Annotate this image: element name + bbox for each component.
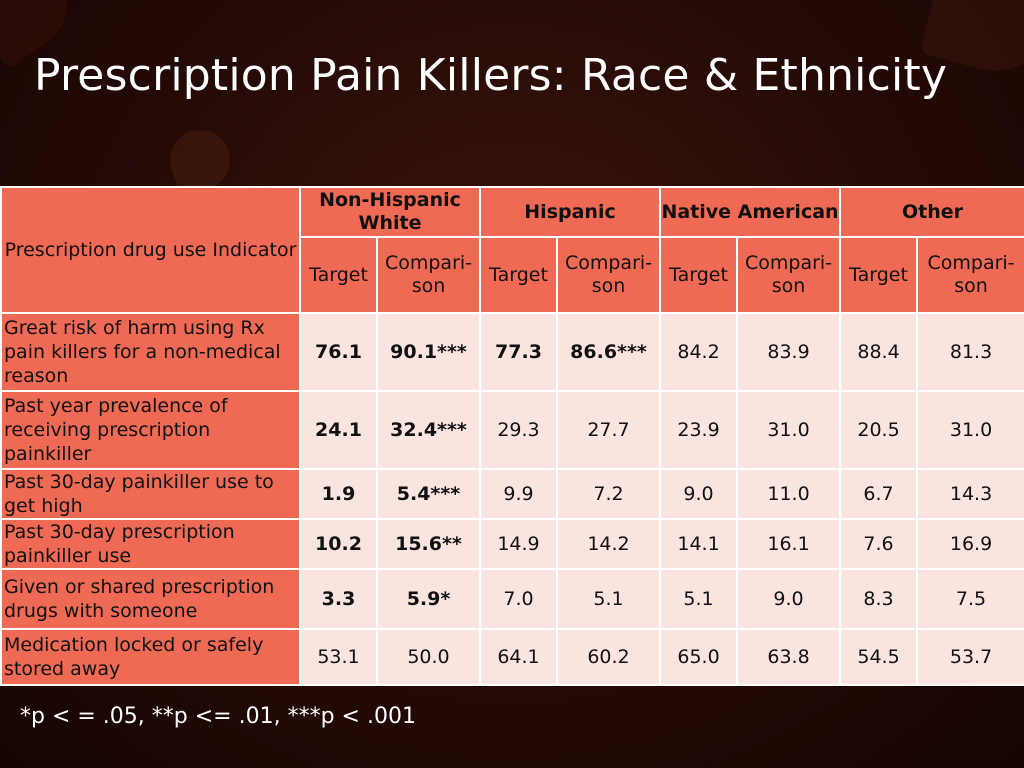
data-cell: 10.2 xyxy=(299,518,378,570)
data-cell: 15.6** xyxy=(376,518,481,570)
subheader-comparison: Compari-son xyxy=(916,236,1024,314)
data-cell: 14.2 xyxy=(555,518,662,570)
data-cell: 9.9 xyxy=(479,468,558,520)
data-cell: 9.0 xyxy=(736,568,842,630)
indicator-column-header: Prescription drug use Indicator xyxy=(0,186,301,314)
indicator-label: Past 30-day prescription painkiller use xyxy=(0,518,301,570)
data-cell: 54.5 xyxy=(839,628,919,686)
subheader-target: Target xyxy=(479,236,558,314)
table-body: Great risk of harm using Rx pain killers… xyxy=(0,312,1024,686)
indicator-label: Great risk of harm using Rx pain killers… xyxy=(0,312,301,392)
data-cell: 1.9 xyxy=(299,468,378,520)
data-cell: 5.1 xyxy=(555,568,662,630)
data-cell: 14.1 xyxy=(659,518,739,570)
data-table: Prescription drug use Indicator Non-Hisp… xyxy=(0,186,1024,686)
table-row: Past year prevalence of receiving prescr… xyxy=(0,390,1024,470)
data-cell: 83.9 xyxy=(736,312,842,392)
subheader-target: Target xyxy=(659,236,739,314)
data-cell: 86.6*** xyxy=(555,312,662,392)
data-cell: 3.3 xyxy=(299,568,378,630)
data-cell: 63.8 xyxy=(736,628,842,686)
data-cell: 77.3 xyxy=(479,312,558,392)
data-cell: 29.3 xyxy=(479,390,558,470)
data-cell: 84.2 xyxy=(659,312,739,392)
data-cell: 9.0 xyxy=(659,468,739,520)
data-cell: 53.7 xyxy=(916,628,1024,686)
data-cell: 5.4*** xyxy=(376,468,481,520)
data-cell: 20.5 xyxy=(839,390,919,470)
subheader-comparison: Compari-son xyxy=(736,236,842,314)
data-cell: 14.3 xyxy=(916,468,1024,520)
group-header-native-american: Native American xyxy=(659,186,842,238)
data-cell: 31.0 xyxy=(916,390,1024,470)
data-cell: 8.3 xyxy=(839,568,919,630)
data-cell: 27.7 xyxy=(555,390,662,470)
data-cell: 53.1 xyxy=(299,628,378,686)
data-cell: 24.1 xyxy=(299,390,378,470)
data-cell: 64.1 xyxy=(479,628,558,686)
subheader-comparison: Compari-son xyxy=(376,236,481,314)
table-row: Medication locked or safely stored away … xyxy=(0,628,1024,686)
data-cell: 90.1*** xyxy=(376,312,481,392)
slide-title: Prescription Pain Killers: Race & Ethnic… xyxy=(34,50,948,101)
data-cell: 7.5 xyxy=(916,568,1024,630)
group-header-other: Other xyxy=(839,186,1024,238)
data-cell: 7.6 xyxy=(839,518,919,570)
data-cell: 60.2 xyxy=(555,628,662,686)
data-cell: 5.9* xyxy=(376,568,481,630)
data-cell: 6.7 xyxy=(839,468,919,520)
data-cell: 50.0 xyxy=(376,628,481,686)
data-cell: 5.1 xyxy=(659,568,739,630)
data-cell: 23.9 xyxy=(659,390,739,470)
indicator-label: Medication locked or safely stored away xyxy=(0,628,301,686)
table-row: Given or shared prescription drugs with … xyxy=(0,568,1024,630)
subheader-target: Target xyxy=(299,236,378,314)
data-cell: 88.4 xyxy=(839,312,919,392)
data-cell: 16.9 xyxy=(916,518,1024,570)
group-header-non-hispanic-white: Non-Hispanic White xyxy=(299,186,481,238)
significance-footnote: *p < = .05, **p <= .01, ***p < .001 xyxy=(20,704,416,729)
data-cell: 14.9 xyxy=(479,518,558,570)
group-header-hispanic: Hispanic xyxy=(478,186,662,238)
data-cell: 31.0 xyxy=(736,390,842,470)
table-row: Past 30-day painkiller use to get high 1… xyxy=(0,468,1024,520)
table-row: Great risk of harm using Rx pain killers… xyxy=(0,312,1024,392)
data-cell: 7.0 xyxy=(479,568,558,630)
data-cell: 32.4*** xyxy=(376,390,481,470)
data-cell: 81.3 xyxy=(916,312,1024,392)
indicator-label: Past year prevalence of receiving prescr… xyxy=(0,390,301,470)
subheader-comparison: Compari-son xyxy=(555,236,662,314)
data-cell: 76.1 xyxy=(299,312,378,392)
indicator-label: Given or shared prescription drugs with … xyxy=(0,568,301,630)
table-row: Past 30-day prescription painkiller use … xyxy=(0,518,1024,570)
data-cell: 11.0 xyxy=(736,468,842,520)
indicator-label: Past 30-day painkiller use to get high xyxy=(0,468,301,520)
subheader-target: Target xyxy=(839,236,919,314)
data-cell: 16.1 xyxy=(736,518,842,570)
data-cell: 7.2 xyxy=(555,468,662,520)
data-cell: 65.0 xyxy=(659,628,739,686)
